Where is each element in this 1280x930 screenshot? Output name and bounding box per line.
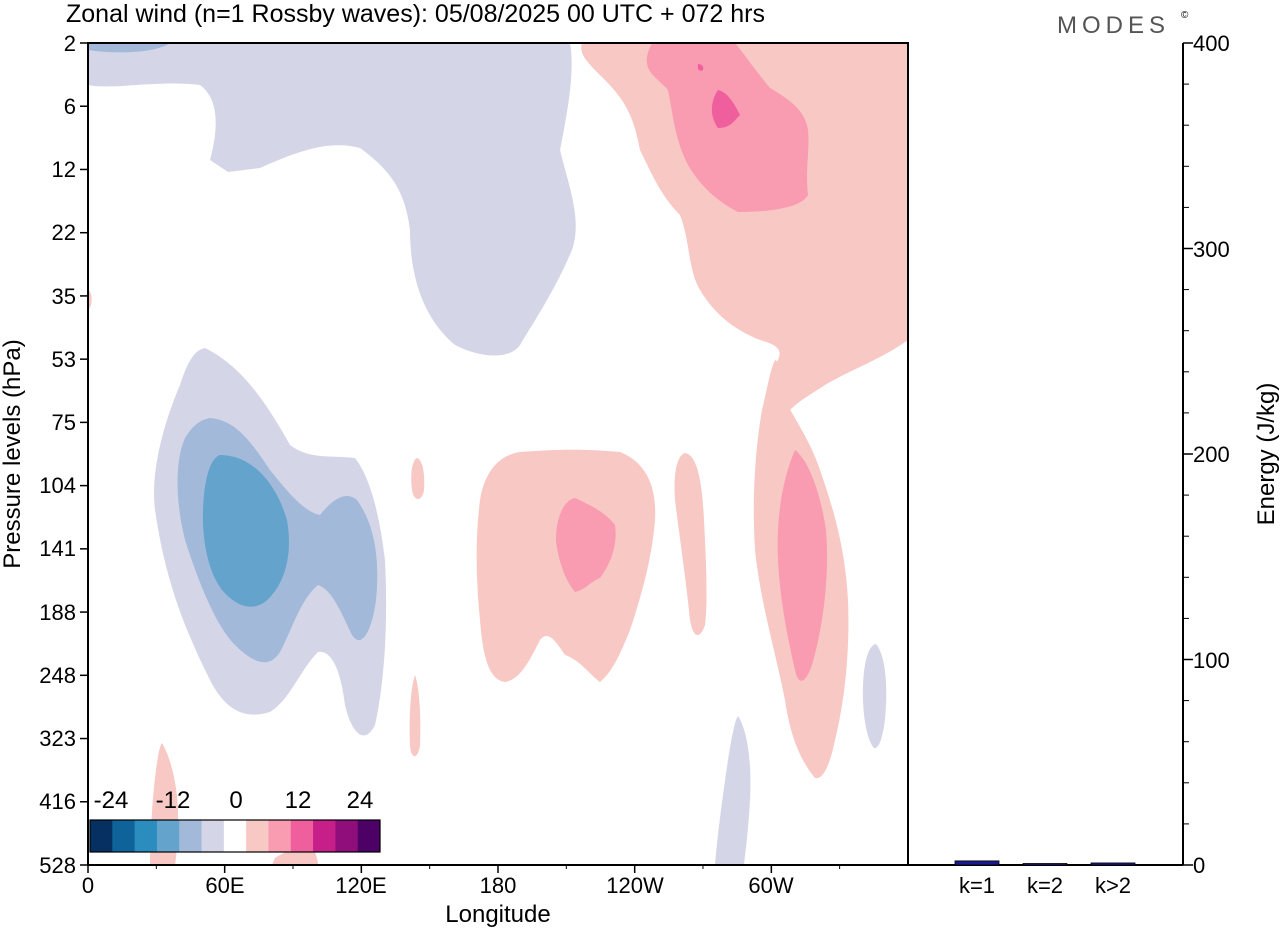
contour-pos-upper-med [711,90,740,128]
y-tick-label: 141 [39,536,76,561]
energy-bar-plot: 0 100 200 300 400 k=1 k=2 k>2 Energy (J/… [908,31,1280,898]
contour-pos-upper-dot [697,64,704,71]
y-tick-label: 75 [52,410,76,435]
colorbar-cell [357,820,381,852]
colorbar-cell [313,820,336,852]
modes-logo: MODES © [1057,10,1189,39]
y-tick-label: 416 [39,789,76,814]
colorbar: -24 -12 0 12 24 [89,787,381,853]
colorbar-tick-label: 0 [229,787,242,814]
y-tick-label: 53 [52,347,76,372]
contour-neg-pacific-faint [715,716,751,865]
contour-pos-tongue-light [777,450,828,681]
x-tick-label: 120W [606,873,664,898]
y-tick-label: 12 [52,157,76,182]
energy-tick-label: 0 [1193,853,1205,878]
colorbar-cell [112,820,136,852]
colorbar-tick-label: -24 [94,787,129,814]
x-tick-label: 120E [335,873,386,898]
energy-category-label: k>2 [1095,873,1131,898]
contour-pos-central-light [556,498,616,592]
colorbar-cell [134,820,158,852]
colorbar-cell [246,820,269,852]
colorbar-tick-label: 12 [285,787,312,814]
y-tick-label: 6 [64,94,76,119]
contour-neg-west-med [202,455,289,607]
energy-tick-label: 300 [1193,237,1230,262]
energy-tick-label: 200 [1193,442,1230,467]
energy-category-label: k=1 [959,873,995,898]
colorbar-cell [223,820,247,852]
contour-neg-upper-faint [88,43,576,356]
energy-axis-label: Energy (J/kg) [1253,383,1280,526]
chart-title: Zonal wind (n=1 Rossby waves): 05/08/202… [66,0,765,28]
colorbar-cell [179,820,203,852]
y-axis-label: Pressure levels (hPa) [0,339,26,568]
contour-neg-east-faint [862,644,887,749]
y-tick-label: 248 [39,663,76,688]
x-tick-label: 60W [748,873,793,898]
colorbar-cell [156,820,180,852]
logo-mark: © [1181,10,1189,21]
energy-tick-label: 400 [1193,31,1230,56]
x-tick-label: 0 [82,873,94,898]
energy-category-label: k=2 [1027,873,1063,898]
contour-pos-upper-faint [581,43,908,410]
colorbar-cell [268,820,292,852]
colorbar-cell [201,820,225,852]
pressure-axis: 2 6 12 22 35 53 75 104 141 188 248 323 4… [0,31,88,878]
y-tick-label: 188 [39,600,76,625]
y-tick-label: 35 [52,284,76,309]
colorbar-cell [335,820,359,852]
energy-bar [954,860,1000,866]
x-tick-label: 180 [480,873,517,898]
colorbar-tick-label: -12 [156,787,191,814]
y-tick-label: 22 [52,220,76,245]
longitude-axis: 0 60E 120E 180 120W 60W Longitude [82,865,841,928]
x-axis-label: Longitude [445,901,550,928]
contour-pos-small1 [411,458,425,499]
contour-pos-strip1-faint [674,453,707,636]
colorbar-frame [89,819,381,853]
energy-bar [1090,862,1136,866]
contour-pos-small2 [409,675,421,757]
y-tick-label: 104 [39,473,76,498]
y-tick-label: 528 [39,853,76,878]
logo-text: MODES [1057,12,1170,39]
energy-tick-label: 100 [1193,648,1230,673]
contour-neg-topleft-light [88,43,170,53]
contour-plot: -24 -12 0 12 24 [88,43,908,865]
colorbar-tick-label: 24 [347,787,374,814]
contour-pos-lowmid [272,848,318,865]
y-tick-label: 2 [64,31,76,56]
y-tick-label: 323 [39,726,76,751]
energy-bar [1022,863,1068,866]
contour-pos-upper-light [646,43,809,212]
colorbar-cell [90,820,113,852]
colorbar-cell [290,820,314,852]
x-tick-label: 60E [205,873,244,898]
